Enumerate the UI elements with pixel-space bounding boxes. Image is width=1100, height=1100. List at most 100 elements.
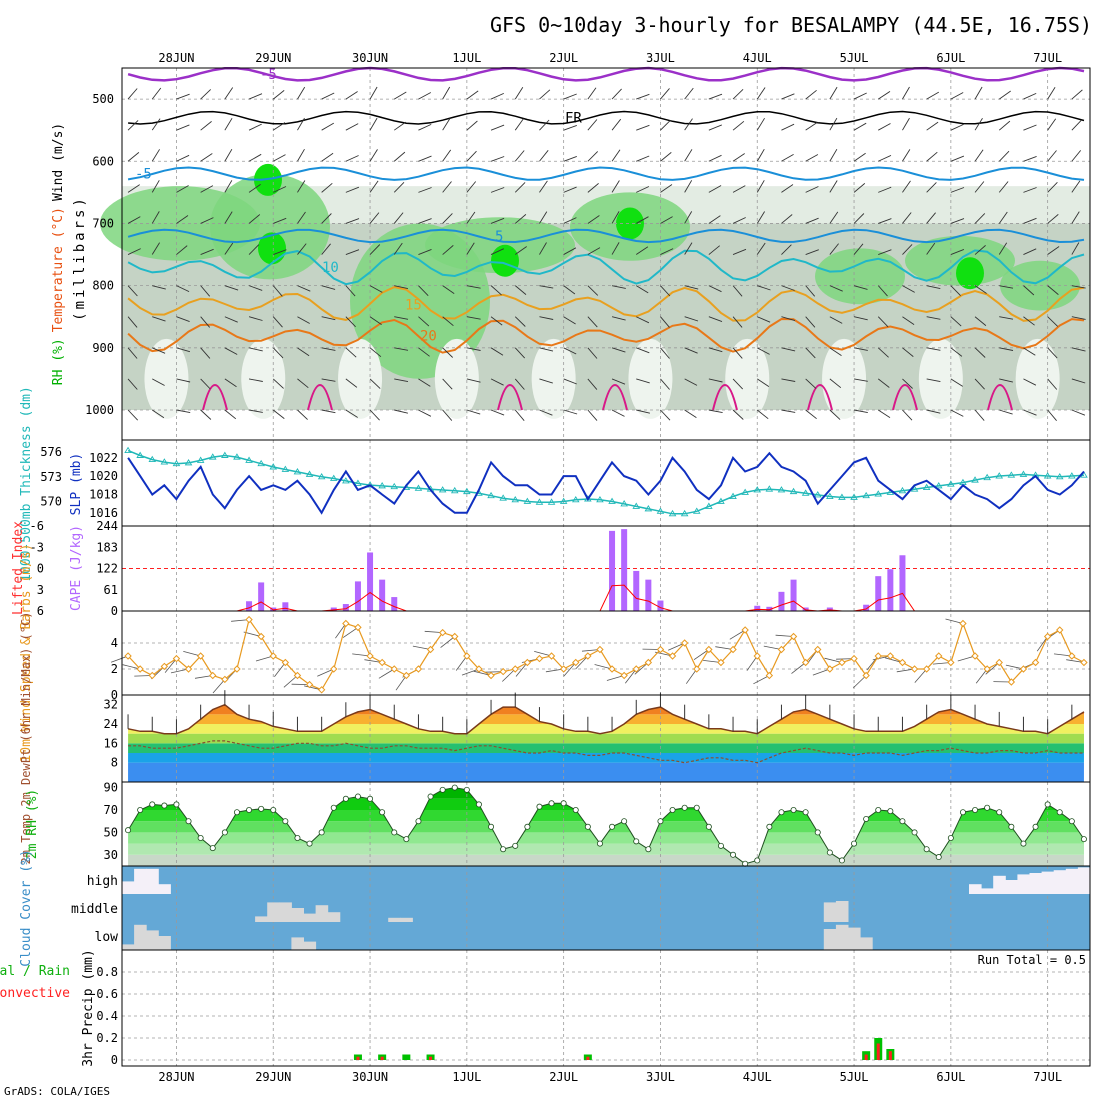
cloud-middle-bar [303, 913, 317, 922]
wind-barb [345, 409, 358, 418]
rh2m-point [379, 809, 386, 816]
wind-barb [853, 213, 865, 224]
rh-dry-column [725, 338, 770, 419]
rh2m-point [1068, 818, 1075, 825]
wind-barb [684, 347, 698, 354]
wind10m-point [801, 658, 810, 667]
wind-barb [660, 152, 672, 162]
wind-barb [902, 149, 911, 162]
wind-barb [829, 211, 839, 224]
date-label-bottom: 30JUN [352, 1070, 388, 1084]
wind-barb [732, 409, 744, 420]
wind-barb [369, 285, 383, 293]
wind-barb [974, 86, 983, 100]
rh2m-point [717, 842, 724, 849]
cloud-low-bar [303, 941, 317, 950]
wind-barb [248, 316, 263, 321]
wind-barb [248, 409, 263, 413]
rh2m-point [996, 809, 1003, 816]
wind10m-point [741, 626, 749, 634]
wind-barb [805, 154, 819, 162]
wind-barb [926, 212, 936, 224]
rh2m-point [318, 829, 325, 836]
wind-barb [369, 86, 378, 100]
cape-tick: 0 [111, 604, 118, 618]
rh2m-point [790, 807, 797, 814]
wind-barb [490, 409, 505, 416]
isotherm-line [127, 166, 1085, 181]
wind-barb [805, 409, 817, 420]
cloud-level-label: low [95, 930, 119, 945]
thickness-point [620, 500, 628, 507]
pressure-tick: 700 [92, 216, 114, 230]
wind-barb [998, 242, 1008, 255]
wind-barb [127, 120, 139, 131]
panel-frames [121, 67, 1091, 1067]
wind10m-barb [685, 668, 698, 684]
wind-barb [636, 246, 649, 255]
wind-barb [781, 123, 795, 131]
wind-barb [732, 217, 746, 224]
rh2m-point [838, 857, 845, 864]
cloud-high-bar [1041, 871, 1055, 894]
cloud-low-bar [122, 944, 135, 950]
cloud-middle-bar [388, 917, 401, 922]
wind-barb [418, 155, 432, 162]
wind-barb [950, 248, 965, 255]
cloud-low-bar [134, 924, 147, 950]
wind-barb [781, 214, 793, 224]
rh2m-point [427, 793, 434, 800]
lifted-tick: 0 [37, 562, 44, 576]
rh-moist-core [425, 217, 575, 274]
rh2m-point [814, 829, 821, 836]
wind10m-point [644, 658, 653, 667]
wind-barb [587, 247, 601, 255]
rh2m-point [911, 829, 918, 836]
wind10m-point [680, 639, 689, 647]
wind10m-barb [624, 668, 637, 684]
cloud-high-bar [158, 884, 171, 894]
wind-barb [321, 92, 335, 100]
wind10m-point [971, 652, 979, 660]
wind-barb [297, 117, 305, 131]
cape-bar [657, 600, 664, 611]
wind-barb [490, 347, 504, 356]
wind10m-point [378, 658, 386, 667]
wind-barb [1071, 378, 1086, 384]
wind-barb [684, 242, 693, 255]
wind-barb [660, 248, 674, 255]
wind-barb [611, 149, 621, 162]
wind10m-point [789, 632, 798, 641]
wind-barb [877, 316, 889, 328]
wind-barb [272, 347, 284, 359]
wind-barb [999, 347, 1014, 351]
wind-barb [1071, 150, 1082, 162]
wind-barb [321, 285, 336, 290]
wind-barb [829, 378, 842, 389]
wind-barb [660, 316, 670, 328]
wind-barb [1047, 378, 1058, 390]
thickness-point [390, 482, 399, 490]
thickness-point [499, 494, 507, 501]
wind-barb [418, 248, 432, 255]
wind-barb [1047, 118, 1057, 131]
cloud-middle-bar [835, 901, 849, 922]
wind-barb [345, 316, 356, 328]
wind-barb [805, 285, 816, 297]
wind-barb [200, 153, 213, 162]
thickness-point [874, 490, 883, 497]
wind-barb [321, 378, 336, 382]
wind-barb [369, 117, 378, 131]
wind-barb [248, 153, 262, 162]
wind10m-point [245, 615, 253, 624]
cape-tick: 244 [96, 519, 118, 533]
thickness-point [535, 498, 544, 505]
wind-barb [708, 93, 723, 100]
thickness-point [317, 472, 326, 480]
wind10m-barb [563, 662, 577, 677]
precip-convective-bar [864, 1054, 868, 1060]
wind-barb [248, 285, 263, 291]
wind-barb [902, 244, 913, 255]
wind10m-point [705, 645, 713, 654]
thickness-point [692, 507, 701, 514]
